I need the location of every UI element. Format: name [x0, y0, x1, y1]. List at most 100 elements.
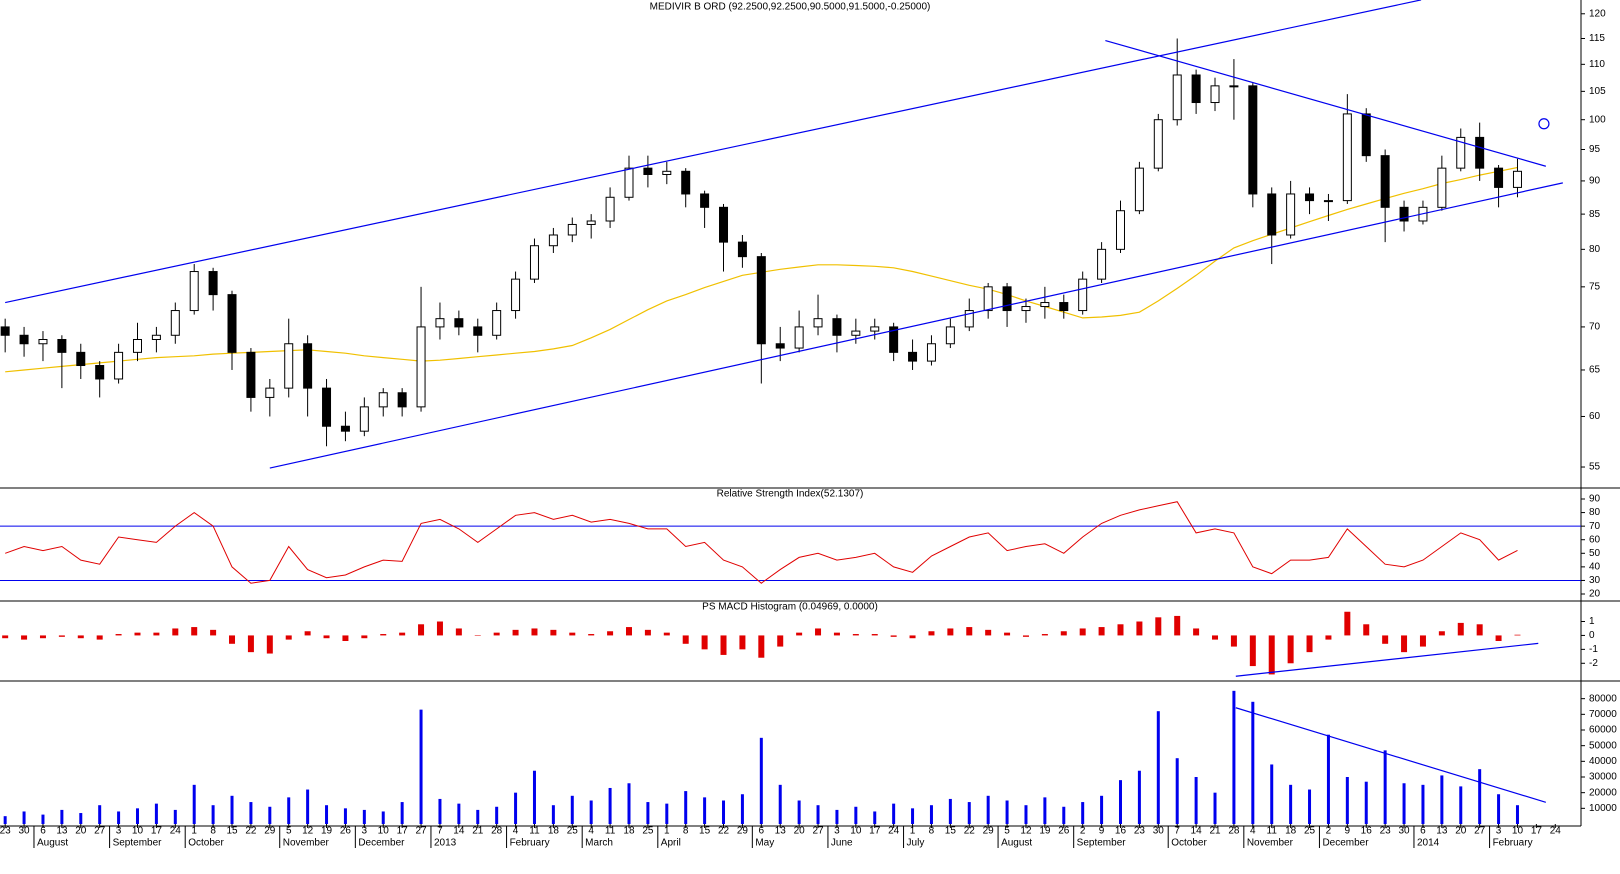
- x-tick-label: 7: [437, 826, 443, 837]
- x-tick-label: 9: [1345, 826, 1351, 837]
- x-tick-label: 20: [75, 826, 87, 837]
- bar: [947, 628, 954, 636]
- bar: [1308, 789, 1312, 824]
- candle-body: [322, 387, 332, 427]
- bar: [646, 802, 650, 824]
- candle-body: [662, 170, 672, 175]
- x-tick-label: 17: [397, 826, 409, 837]
- bar: [60, 809, 64, 824]
- bar: [22, 811, 26, 824]
- bar: [1194, 777, 1198, 824]
- bar: [569, 632, 576, 636]
- month-label: September: [1077, 838, 1127, 849]
- bar: [342, 635, 349, 641]
- y-tick-label: -1: [1589, 644, 1598, 655]
- bar: [1363, 624, 1370, 636]
- candle-body: [1021, 306, 1031, 312]
- candle-body: [76, 351, 86, 367]
- candle-body: [473, 326, 483, 336]
- month-label: February: [1493, 838, 1533, 849]
- bar: [1062, 806, 1066, 824]
- bar: [134, 632, 141, 636]
- candle-body: [1097, 248, 1107, 280]
- month-label: November: [1247, 838, 1294, 849]
- x-tick-label: 8: [929, 826, 935, 837]
- x-tick-label: 12: [302, 826, 314, 837]
- bar: [1289, 784, 1293, 824]
- candle-body: [19, 334, 29, 345]
- bar: [1421, 784, 1425, 824]
- candle-body: [681, 170, 691, 195]
- x-tick-label: 12: [1020, 826, 1032, 837]
- y-tick-label: 40: [1589, 562, 1601, 573]
- candle-body: [1456, 136, 1466, 169]
- x-tick-label: 23: [1380, 826, 1392, 837]
- bar: [229, 635, 236, 644]
- candle-body: [132, 338, 142, 353]
- x-tick-label: 26: [340, 826, 352, 837]
- candle-body: [416, 326, 426, 408]
- panel-title: Relative Strength Index(52.1307): [717, 489, 864, 500]
- x-tick-label: 23: [0, 826, 11, 837]
- candle-body: [1229, 85, 1239, 88]
- bar: [1024, 805, 1028, 824]
- bar: [399, 632, 406, 636]
- bar: [21, 635, 28, 640]
- bar: [77, 635, 84, 639]
- month-label: August: [37, 838, 68, 849]
- candle-body: [700, 193, 710, 208]
- x-tick-label: 4: [588, 826, 594, 837]
- candle-body: [813, 318, 823, 328]
- bar: [1345, 777, 1349, 824]
- bar: [833, 632, 840, 636]
- bar: [1364, 781, 1368, 824]
- bar: [96, 635, 103, 640]
- candle-body: [832, 318, 842, 336]
- candle-body: [95, 365, 105, 380]
- bar: [873, 811, 877, 824]
- bar: [1004, 632, 1011, 636]
- month-label: December: [1322, 838, 1369, 849]
- candle-body: [548, 234, 558, 247]
- candle-body: [1191, 74, 1201, 104]
- x-tick-label: 24: [888, 826, 900, 837]
- bar: [514, 792, 518, 824]
- bar: [758, 635, 765, 658]
- bar: [588, 634, 595, 636]
- bar: [778, 784, 782, 824]
- bar: [172, 628, 179, 636]
- bar: [1041, 634, 1048, 636]
- bar: [1213, 792, 1217, 824]
- candle-body: [889, 326, 899, 353]
- trendline: [1235, 707, 1547, 803]
- x-tick-label: 19: [321, 826, 333, 837]
- x-tick-label: 4: [1250, 826, 1256, 837]
- candle-body: [1380, 155, 1390, 208]
- bar: [722, 800, 726, 824]
- bar: [589, 800, 593, 824]
- bar: [1401, 635, 1408, 653]
- x-tick-label: 2: [1326, 826, 1332, 837]
- y-tick-label: 105: [1589, 86, 1606, 97]
- candle-body: [38, 338, 48, 345]
- bar: [759, 737, 763, 824]
- bar: [1514, 634, 1521, 636]
- bar: [871, 634, 878, 636]
- candle-body: [1115, 210, 1125, 250]
- candle-body: [1059, 302, 1069, 312]
- bar: [665, 803, 669, 824]
- x-tick-label: 29: [737, 826, 749, 837]
- candle-body: [719, 206, 729, 243]
- candle-body: [397, 392, 407, 408]
- y-tick-label: 100: [1589, 114, 1606, 125]
- candle-body: [567, 223, 577, 236]
- bar: [1232, 690, 1236, 824]
- bar: [815, 628, 822, 636]
- x-tick-label: 18: [548, 826, 560, 837]
- bar: [1497, 794, 1501, 824]
- bar: [381, 811, 385, 824]
- bar: [967, 802, 971, 824]
- bar: [550, 629, 557, 636]
- month-label: 2013: [434, 838, 457, 849]
